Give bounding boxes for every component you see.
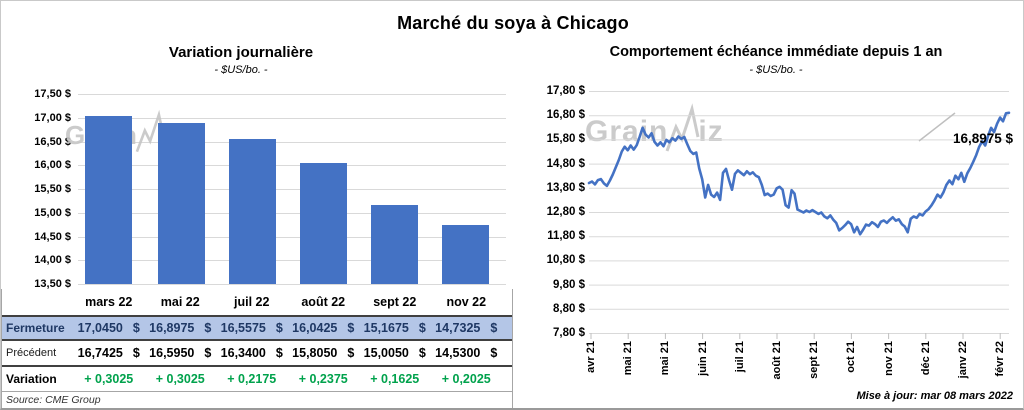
watermark-text: iz [698,115,724,148]
col-header: août 22 [301,295,346,309]
table-cell: 16,5950 $ [149,346,212,360]
line-x-axis-label: déc 21 [919,341,932,376]
table-row-source: Source: CME Group [2,392,512,408]
line-x-axis-label: févr 22 [994,341,1007,377]
table-cell: + 0,2025 [441,372,491,386]
line-y-axis-label: 15,80 $ [546,133,585,146]
table-cell: 16,8975 $ [149,321,212,335]
line-x-axis-label: mai 21 [622,341,635,376]
line-x-axis-label: juil 21 [733,341,746,373]
bar-mars-22 [84,115,132,284]
col-header: sept 22 [373,295,417,309]
table-cell: 15,8050 $ [292,346,355,360]
col-header: mars 22 [85,295,133,309]
price-table: mars 22 mai 22 juil 22 août 22 sept 22 n… [1,289,513,408]
line-y-axis-label: 17,80 $ [546,85,585,97]
line-y-axis-label: 10,80 $ [546,254,585,267]
table-cell: + 0,3025 [155,372,205,386]
end-value-label: 16,8975 $ [952,131,1013,146]
bar-y-axis-label: 14,00 $ [34,254,71,267]
table-row-variation: Variation + 0,3025 + 0,3025 + 0,2175 + 0… [2,367,512,392]
line-plot [587,91,1011,339]
table-cell: + 0,2175 [227,372,277,386]
row-label: Variation [6,372,57,386]
bar-sept-22 [370,204,418,284]
line-y-axis-label: 13,80 $ [546,181,585,194]
col-header: mai 22 [160,295,200,309]
line-x-axis-label: janv 22 [957,341,969,379]
line-y-axis-label: 8,80 $ [553,302,585,315]
bar-gridline [78,212,506,214]
line-x-axis-label: avr 21 [585,341,597,373]
line-y-axis-label: 14,80 $ [546,157,585,170]
bar-y-axis-label: 16,50 $ [34,135,71,148]
line-y-axis-label: 9,80 $ [553,278,585,291]
page-title: Marché du soya à Chicago [397,13,629,33]
table-cell: 16,0425 $ [292,321,355,335]
line-chart-title: Comportement échéance immédiate depuis 1… [609,44,943,60]
table-cell: + 0,3025 [84,372,134,386]
bar-gridline [78,94,506,95]
line-series [587,111,1011,236]
col-header: nov 22 [446,295,487,309]
table-cell: 15,0050 $ [363,346,426,360]
bar-chart-title: Variation journalière [168,44,314,61]
update-note: Mise à jour: mar 08 mars 2022 [856,390,1013,402]
line-x-axis-label: mai 21 [659,341,672,376]
table-cell: 16,5575 $ [220,321,283,335]
line-x-axis-label: oct 21 [845,341,858,373]
table-cell: 15,1675 $ [363,321,426,335]
line-y-axis-label: 7,80 $ [553,327,585,339]
bar-août-22 [299,163,347,284]
bar-gridline [78,117,506,119]
bar-gridline [78,284,506,285]
bar-chart-subtitle: - $US/bo. - [214,64,268,76]
table-cell: 16,7425 $ [77,346,140,360]
table-cell: 16,3400 $ [220,346,283,360]
bar-mai-22 [157,122,205,284]
table-cell: + 0,1625 [370,372,420,386]
bar-juil-22 [228,138,276,284]
line-x-axis-label: août 21 [771,341,783,380]
bar-y-axis-label: 15,00 $ [34,206,71,219]
table-cell: 14,7325 $ [435,321,498,335]
bar-y-axis-label: 13,50 $ [34,278,71,290]
source-note: Source: CME Group [6,394,101,406]
bar-gridline [78,141,506,143]
line-y-axis-label: 11,80 $ [547,230,585,243]
row-label: Fermeture [6,321,65,335]
bar-gridline [78,236,506,238]
bar-gridline [78,165,506,167]
line-y-axis-label: 16,80 $ [546,109,585,122]
table-cell: + 0,2375 [298,372,348,386]
bar-gridline [78,260,506,262]
table-row-precedent: Précédent 16,7425 $ 16,5950 $ 16,3400 $ 15,… [2,341,512,367]
table-cell: 17,0450 $ [77,321,140,335]
bar-y-axis-label: 17,50 $ [34,88,71,100]
line-x-axis-label: nov 21 [882,341,895,376]
bar-y-axis-label: 16,00 $ [34,159,71,172]
bar-y-axis-label: 15,50 $ [34,183,71,195]
line-x-axis-label: juin 21 [696,341,709,376]
table-row-fermeture: Fermeture 17,0450 $ 16,8975 $ 16,5575 $ 16,… [2,315,512,341]
line-y-axis-label: 12,80 $ [546,206,585,218]
line-x-axis-label: sept 21 [808,341,821,379]
bar-gridline [78,189,506,190]
row-label: Précédent [6,347,57,359]
table-cell: 14,5300 $ [435,346,498,360]
bar-y-axis-label: 17,00 $ [34,111,71,124]
line-chart-subtitle: - $US/bo. - [749,64,803,76]
bar-nov-22 [441,225,489,284]
table-header-row: mars 22 mai 22 juil 22 août 22 sept 22 n… [2,289,512,315]
bar-y-axis-label: 14,50 $ [34,230,71,243]
col-header: juil 22 [234,295,270,309]
